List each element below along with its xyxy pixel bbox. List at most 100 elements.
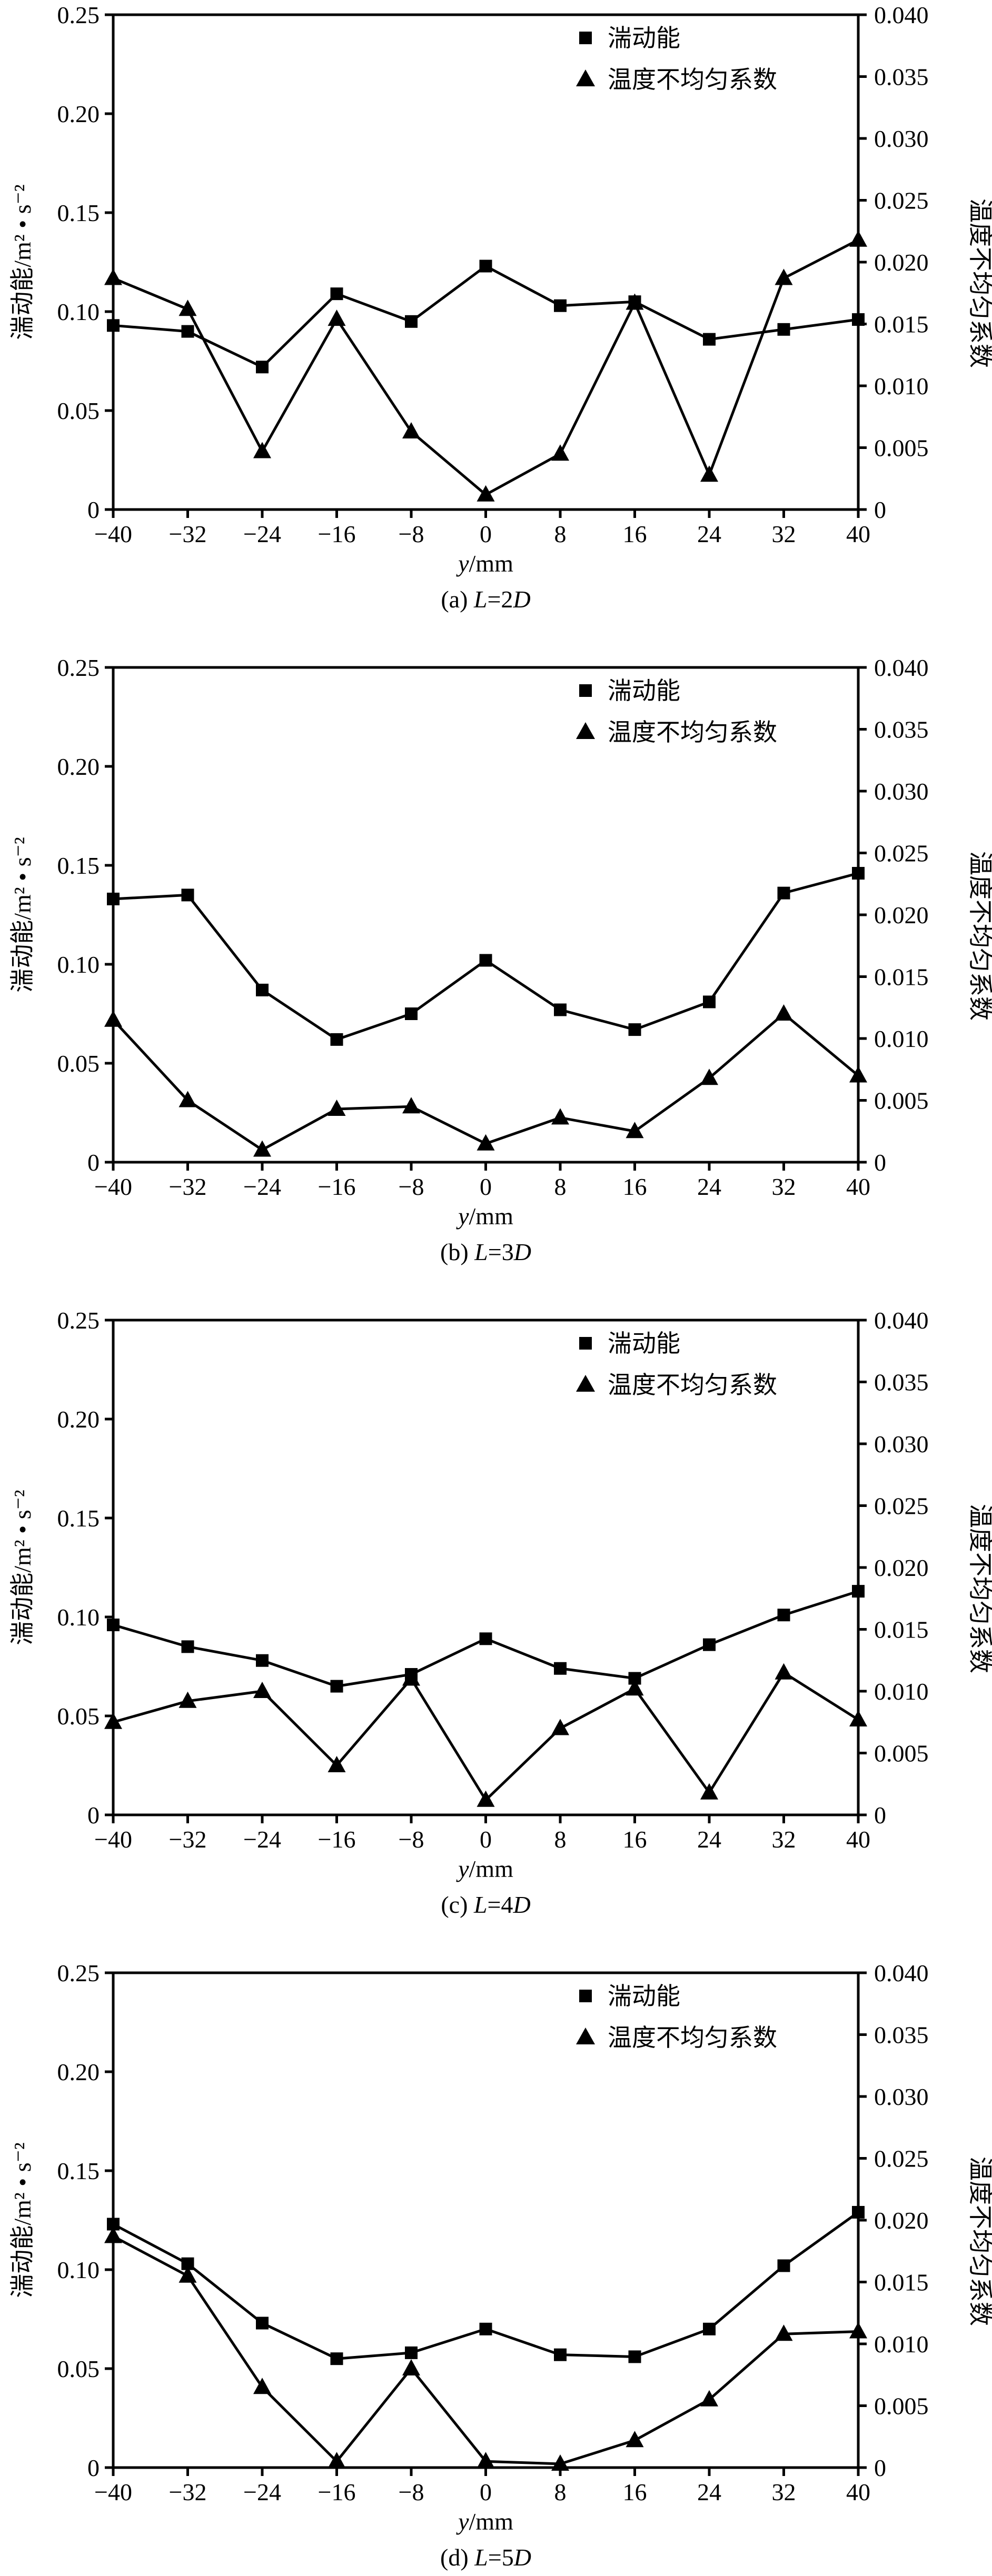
x-tick-label: −24 bbox=[243, 1826, 281, 1853]
data-point-triangle bbox=[700, 465, 718, 482]
data-point-triangle bbox=[700, 1069, 718, 1085]
x-tick-label: −16 bbox=[318, 2479, 356, 2505]
x-tick-label: 32 bbox=[772, 1826, 796, 1853]
data-point-triangle bbox=[104, 2226, 122, 2243]
x-tick-label: −16 bbox=[318, 1826, 356, 1853]
data-point-triangle bbox=[328, 2452, 346, 2469]
x-tick-label: 0 bbox=[480, 1173, 492, 1200]
x-tick-label: −40 bbox=[94, 521, 132, 547]
x-tick-label: 40 bbox=[846, 1826, 870, 1853]
y-right-tick-label: 0.040 bbox=[874, 1960, 929, 1986]
x-tick-label: 16 bbox=[623, 1173, 647, 1200]
y-left-tick-label: 0.15 bbox=[57, 1505, 100, 1532]
x-tick-label: 0 bbox=[480, 521, 492, 547]
data-point-square bbox=[554, 2348, 567, 2361]
x-tick-label: −8 bbox=[399, 1826, 424, 1853]
data-point-square bbox=[256, 983, 269, 996]
x-axis-label-unit: /mm bbox=[469, 1855, 514, 1882]
x-tick-label: 40 bbox=[846, 2479, 870, 2505]
data-point-triangle bbox=[775, 268, 793, 285]
y-right-tick-label: 0.035 bbox=[874, 2022, 929, 2049]
y-right-tick-label: 0.010 bbox=[874, 373, 929, 400]
data-point-triangle bbox=[775, 1663, 793, 1680]
x-axis-label-var: y bbox=[456, 550, 469, 577]
data-point-triangle bbox=[849, 2322, 867, 2339]
data-point-square bbox=[256, 1654, 269, 1667]
data-point-square bbox=[479, 954, 492, 967]
data-point-triangle bbox=[551, 1108, 569, 1125]
panel-caption: (c) L=4D bbox=[441, 1891, 530, 1918]
data-point-square bbox=[703, 995, 716, 1009]
data-point-triangle bbox=[477, 1134, 495, 1151]
data-point-triangle bbox=[178, 2266, 197, 2283]
y-left-tick-label: 0.20 bbox=[57, 753, 100, 780]
data-point-triangle bbox=[477, 2452, 495, 2469]
y-left-axis-label: 湍动能/m² • s⁻² bbox=[9, 837, 36, 992]
data-point-triangle bbox=[178, 1091, 197, 1107]
legend-label: 温度不均匀系数 bbox=[608, 2024, 777, 2051]
legend-marker-triangle bbox=[576, 1375, 595, 1392]
data-point-triangle bbox=[104, 1712, 122, 1729]
data-point-triangle bbox=[626, 1679, 644, 1696]
y-right-tick-label: 0.005 bbox=[874, 2393, 929, 2420]
data-point-square bbox=[628, 1023, 641, 1036]
data-point-square bbox=[479, 2322, 492, 2335]
y-right-tick-label: 0.020 bbox=[874, 1554, 929, 1581]
data-point-triangle bbox=[253, 1682, 271, 1698]
data-point-triangle bbox=[551, 444, 569, 461]
caption-unit: D bbox=[512, 1891, 530, 1918]
legend-marker-triangle bbox=[576, 69, 595, 86]
x-tick-label: 40 bbox=[846, 521, 870, 547]
y-left-tick-label: 0.10 bbox=[57, 951, 100, 978]
x-tick-label: −8 bbox=[399, 1173, 424, 1200]
caption-value: =3 bbox=[488, 1239, 514, 1265]
data-point-triangle bbox=[178, 299, 197, 316]
y-right-tick-label: 0.015 bbox=[874, 311, 929, 338]
y-left-tick-label: 0.15 bbox=[57, 852, 100, 879]
legend-marker-triangle bbox=[576, 2028, 595, 2044]
data-point-triangle bbox=[775, 2324, 793, 2341]
y-left-tick-label: 0.15 bbox=[57, 2158, 100, 2184]
x-axis-label-unit: /mm bbox=[469, 2508, 514, 2535]
data-point-triangle bbox=[477, 1790, 495, 1807]
data-point-square bbox=[777, 1609, 790, 1622]
caption-var: L bbox=[474, 2544, 488, 2571]
data-point-square bbox=[479, 259, 492, 273]
x-tick-label: −16 bbox=[318, 521, 356, 547]
data-point-square bbox=[330, 287, 343, 301]
data-point-square bbox=[777, 2259, 790, 2272]
y-right-tick-label: 0.025 bbox=[874, 187, 929, 214]
x-tick-label: 32 bbox=[772, 1173, 796, 1200]
y-right-tick-label: 0.005 bbox=[874, 1087, 929, 1114]
x-tick-label: 0 bbox=[480, 2479, 492, 2505]
x-tick-label: 8 bbox=[554, 521, 567, 547]
y-right-tick-label: 0.015 bbox=[874, 964, 929, 991]
y-left-tick-label: 0.15 bbox=[57, 199, 100, 226]
x-axis-label-var: y bbox=[456, 1203, 469, 1230]
data-point-square bbox=[554, 1003, 567, 1016]
y-right-tick-label: 0.010 bbox=[874, 1678, 929, 1705]
y-left-tick-label: 0 bbox=[87, 496, 100, 523]
y-right-tick-label: 0.030 bbox=[874, 1431, 929, 1457]
y-right-tick-label: 0 bbox=[874, 1149, 886, 1176]
data-point-square bbox=[852, 2205, 865, 2219]
x-axis-label-unit: /mm bbox=[469, 550, 514, 577]
x-tick-label: 8 bbox=[554, 1173, 567, 1200]
y-right-tick-label: 0.030 bbox=[874, 2083, 929, 2110]
y-left-tick-label: 0.20 bbox=[57, 1406, 100, 1433]
data-point-triangle bbox=[104, 268, 122, 285]
x-axis-label: y/mm bbox=[456, 1855, 513, 1882]
caption-prefix: (b) bbox=[440, 1239, 474, 1265]
y-left-tick-label: 0.10 bbox=[57, 1604, 100, 1631]
x-axis-label: y/mm bbox=[456, 2508, 513, 2535]
y-left-tick-label: 0.05 bbox=[57, 2355, 100, 2382]
legend-label: 湍动能 bbox=[608, 1330, 680, 1357]
y-right-tick-label: 0.035 bbox=[874, 716, 929, 743]
data-point-triangle bbox=[626, 1122, 644, 1139]
data-point-triangle bbox=[700, 1783, 718, 1800]
y-left-tick-label: 0.20 bbox=[57, 101, 100, 127]
legend-marker-square bbox=[579, 684, 592, 697]
x-tick-label: −32 bbox=[169, 2479, 207, 2505]
y-left-tick-label: 0.05 bbox=[57, 397, 100, 424]
